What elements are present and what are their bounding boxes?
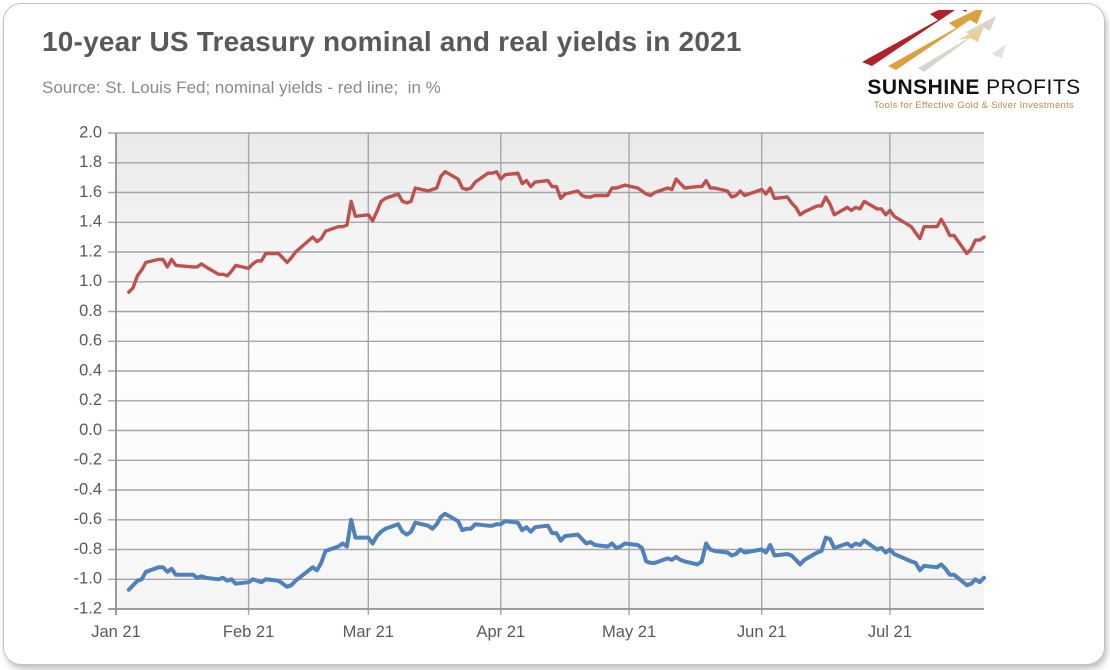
x-tick-label: Apr 21 xyxy=(476,623,525,641)
nominal-yield-line xyxy=(127,169,986,294)
real-yield-line xyxy=(126,511,986,592)
x-tick-label: Mar 21 xyxy=(343,623,394,641)
y-tick-label: -1.2 xyxy=(74,599,102,617)
y-tick-label: -0.4 xyxy=(74,480,102,498)
y-tick-label: -0.8 xyxy=(74,540,102,558)
x-tick-label: Jul 21 xyxy=(868,623,912,641)
y-tick-label: 2.0 xyxy=(79,123,102,141)
chart-card: 10-year US Treasury nominal and real yie… xyxy=(3,3,1105,665)
page-title: 10-year US Treasury nominal and real yie… xyxy=(42,26,742,57)
y-tick-label: -1.0 xyxy=(74,570,102,588)
y-tick-label: -0.6 xyxy=(74,510,102,528)
y-tick-label: 0.6 xyxy=(79,332,102,350)
y-tick-label: 1.8 xyxy=(79,153,102,171)
brand-sunshine: SUNSHINE xyxy=(867,76,980,99)
x-tick-label: Jun 21 xyxy=(737,623,787,641)
brand-profits: PROFITS xyxy=(979,76,1081,99)
source-note: Source: St. Louis Fed; nominal yields - … xyxy=(42,78,441,97)
brand-name: SUNSHINE PROFITS xyxy=(858,76,1090,100)
y-tick-label: 0.4 xyxy=(79,361,102,379)
lightning-bolts-icon xyxy=(862,4,1006,72)
y-tick-label: 1.2 xyxy=(79,242,102,260)
y-tick-label: 1.4 xyxy=(79,213,102,231)
y-tick-label: -0.2 xyxy=(74,451,102,469)
y-tick-label: 1.0 xyxy=(79,272,102,290)
y-tick-label: 0.0 xyxy=(79,421,102,439)
x-tick-label: May 21 xyxy=(602,623,656,641)
y-tick-label: 1.6 xyxy=(79,183,102,201)
x-tick-label: Jan 21 xyxy=(91,623,141,641)
y-tick-label: 0.8 xyxy=(79,302,102,320)
x-tick-label: Feb 21 xyxy=(223,623,274,641)
yield-chart: 2.0 1.8 1.6 1.4 1.2 1.0 0.8 0.6 0.4 0.2 0.0 -0.2 -0.… xyxy=(74,123,986,641)
sunshine-profits-logo: SUNSHINE PROFITS Tools for Effective Gol… xyxy=(858,4,1090,114)
brand-tagline: Tools for Effective Gold & Silver Invest… xyxy=(873,100,1075,111)
y-tick-label: 0.2 xyxy=(79,391,102,409)
